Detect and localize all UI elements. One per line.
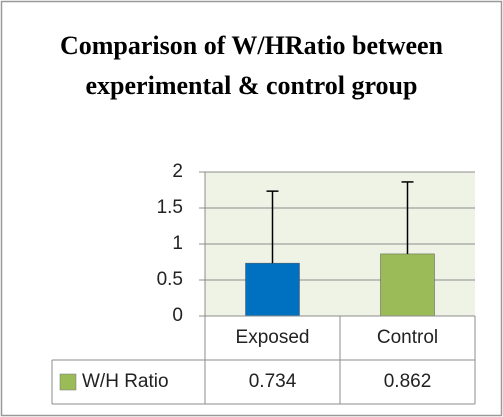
chart-title: Comparison of W/HRatio between experimen… bbox=[60, 31, 444, 100]
x-tick-label: Exposed bbox=[236, 327, 310, 348]
legend-swatch bbox=[59, 373, 77, 391]
bar bbox=[380, 253, 435, 317]
y-tick-label: 0 bbox=[172, 305, 183, 326]
table-value: 0.862 bbox=[384, 371, 432, 392]
y-tick-label: 2 bbox=[172, 161, 183, 182]
table-value: 0.734 bbox=[249, 371, 297, 392]
y-tick-label: 1 bbox=[172, 233, 183, 254]
legend-label: W/H Ratio bbox=[82, 371, 169, 392]
y-tick-label: 0.5 bbox=[157, 269, 183, 290]
bar bbox=[245, 262, 300, 317]
y-tick-label: 1.5 bbox=[157, 197, 183, 218]
x-tick-label: Control bbox=[377, 327, 438, 348]
